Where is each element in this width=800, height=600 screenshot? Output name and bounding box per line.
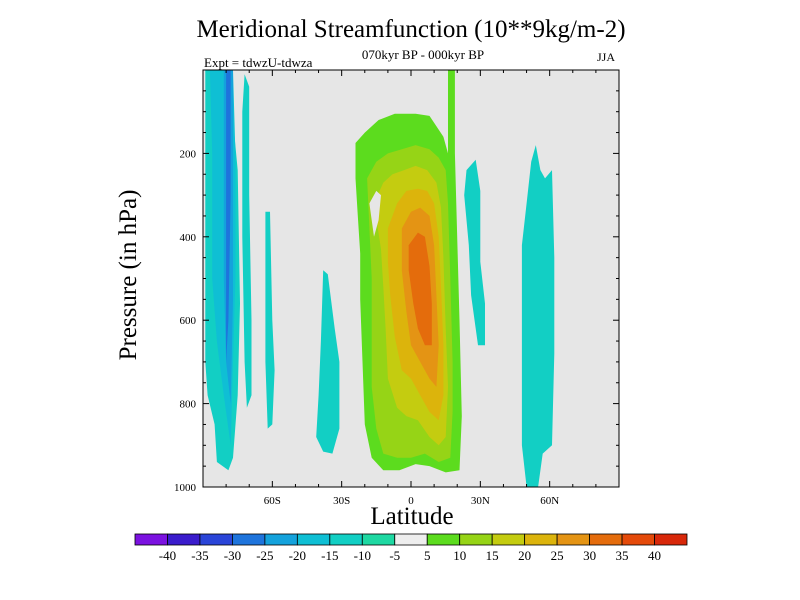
colorbar: -40 -35 -30 -25 -20 -15 -10 -5 5 10 15 20 25 30 35 40: [134, 533, 688, 563]
colorbar-label: -30: [224, 548, 241, 563]
contour-region-1: [242, 74, 252, 408]
contour-region-4: [226, 70, 231, 362]
colorbar-label: -5: [389, 548, 400, 563]
colorbar-swatch: [524, 533, 558, 546]
experiment-annotation: Expt = tdwzU-tdwza: [204, 55, 313, 70]
x-tick-label: 60S: [264, 495, 281, 507]
contour-region-15: [369, 190, 381, 237]
colorbar-label: 10: [453, 548, 466, 563]
colorbar-swatch: [329, 533, 363, 546]
contour-region-8: [521, 145, 555, 487]
chart-subtitle: 070kyr BP - 000kyr BP: [361, 47, 485, 62]
contour-region-6: [316, 270, 340, 454]
y-tick-label: 600: [180, 315, 197, 327]
contour-region-14: [408, 232, 432, 346]
colorbar-label: 30: [583, 548, 596, 563]
colorbar-swatch: [199, 533, 233, 546]
colorbar-swatch: [361, 533, 396, 546]
colorbar-label: 20: [518, 548, 531, 563]
colorbar-swatch: [491, 533, 526, 546]
colorbar-label: -10: [354, 548, 371, 563]
colorbar-label: 15: [486, 548, 499, 563]
x-tick-label: 0: [408, 495, 414, 507]
colorbar-swatch: [589, 533, 623, 546]
x-tick-label: 60N: [540, 495, 559, 507]
colorbar-swatch: [394, 533, 428, 546]
x-axis-label: Latitude: [370, 503, 454, 530]
colorbar-swatch: [232, 533, 266, 546]
colorbar-swatch: [134, 533, 168, 546]
axes-layer: 60S 30S 0 30N 60N 200 400 600 800 1000: [174, 69, 620, 507]
contour-layer: [205, 70, 555, 487]
colorbar-swatch: [426, 533, 461, 546]
contour-region-7: [464, 159, 485, 346]
chart-title: Meridional Streamfunction (10**9kg/m-2): [196, 16, 626, 43]
colorbar-swatch: [459, 533, 493, 546]
x-tick-label: 30N: [471, 495, 490, 507]
colorbar-label: -15: [321, 548, 338, 563]
colorbar-label: 35: [616, 548, 629, 563]
colorbar-label: -20: [289, 548, 306, 563]
colorbar-swatch: [556, 533, 590, 546]
contour-region-5: [265, 211, 275, 429]
y-tick-label: 200: [180, 148, 197, 160]
colorbar-swatch: [621, 533, 655, 546]
colorbar-label: 5: [424, 548, 431, 563]
y-tick-label: 800: [180, 399, 197, 411]
y-tick-label: 1000: [174, 482, 197, 494]
y-tick-label: 400: [180, 232, 197, 244]
colorbar-label: -35: [191, 548, 208, 563]
colorbar-label: -25: [256, 548, 273, 563]
colorbar-label: 25: [551, 548, 564, 563]
colorbar-label: -40: [159, 548, 176, 563]
colorbar-swatch: [264, 533, 298, 546]
colorbar-swatch: [167, 533, 201, 546]
season-annotation: JJA: [597, 50, 616, 64]
colorbar-swatch: [296, 533, 331, 546]
x-tick-label: 30S: [333, 495, 350, 507]
colorbar-label: 40: [648, 548, 661, 563]
colorbar-swatch: [654, 533, 688, 546]
